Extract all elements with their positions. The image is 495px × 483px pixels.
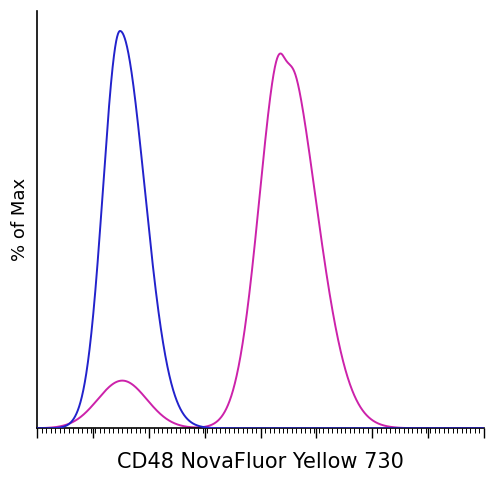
- X-axis label: CD48 NovaFluor Yellow 730: CD48 NovaFluor Yellow 730: [117, 452, 404, 472]
- Y-axis label: % of Max: % of Max: [11, 178, 29, 261]
